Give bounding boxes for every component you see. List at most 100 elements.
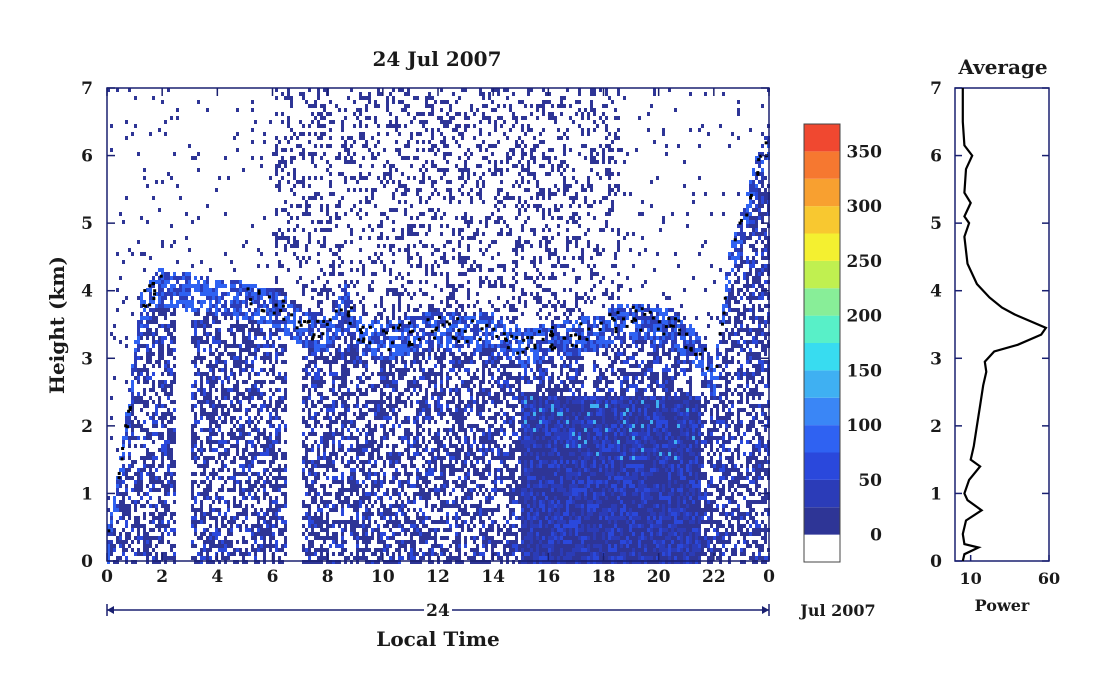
heatmap-cell (227, 544, 230, 548)
heatmap-cell (347, 368, 350, 372)
heatmap-cell (278, 180, 281, 184)
heatmap-cell (413, 376, 416, 380)
heatmap-cell (314, 152, 317, 156)
heatmap-cell (449, 388, 452, 392)
heatmap-cell (347, 372, 350, 376)
heatmap-cell (428, 552, 431, 556)
heatmap-cell (407, 176, 410, 180)
heatmap-cell (374, 388, 377, 392)
heatmap-cell (206, 336, 209, 340)
heatmap-cell (422, 400, 425, 404)
heatmap-cell (356, 536, 359, 540)
heatmap-cell (356, 116, 359, 120)
heatmap-cell (167, 304, 170, 308)
heatmap-cell (461, 136, 464, 140)
heatmap-cell (275, 412, 278, 416)
heatmap-cell (164, 308, 167, 312)
heatmap-cell (320, 176, 323, 180)
heatmap-cell (233, 548, 236, 552)
heatmap-cell (221, 488, 224, 492)
heatmap-cell (140, 428, 143, 432)
heatmap-cell (452, 344, 455, 348)
heatmap-cell (335, 544, 338, 548)
heatmap-cell (245, 488, 248, 492)
heatmap-cell (206, 460, 209, 464)
heatmap-cell (401, 284, 404, 288)
heatmap-cell (167, 432, 170, 436)
heatmap-cell (164, 276, 167, 280)
heatmap-cell (314, 196, 317, 200)
heatmap-cell (206, 320, 209, 324)
heatmap-cell (377, 236, 380, 240)
heatmap-cell (125, 504, 128, 508)
heatmap-cell (332, 388, 335, 392)
heatmap-cell (125, 532, 128, 536)
heatmap-cell (221, 468, 224, 472)
heatmap-cell (308, 448, 311, 452)
heatmap-cell (407, 420, 410, 424)
heatmap-cell (377, 484, 380, 488)
heatmap-cell (248, 340, 251, 344)
heatmap-cell (461, 172, 464, 176)
heatmap-cell (275, 328, 278, 332)
heatmap-cell (449, 332, 452, 336)
heatmap-cell (428, 348, 431, 352)
heatmap-cell (350, 176, 353, 180)
heatmap-cell (314, 384, 317, 388)
heatmap-cell (440, 508, 443, 512)
heatmap-cell (146, 412, 149, 416)
heatmap-cell (458, 200, 461, 204)
heatmap-cell (155, 516, 158, 520)
heatmap-cell (257, 500, 260, 504)
heatmap-cell (173, 372, 176, 376)
heatmap-cell (173, 380, 176, 384)
heatmap-cell (194, 516, 197, 520)
heatmap-cell (263, 444, 266, 448)
heatmap-cell (302, 456, 305, 460)
heatmap-cell (335, 496, 338, 500)
heatmap-cell (176, 260, 179, 264)
heatmap-cell (224, 376, 227, 380)
heatmap-cell (284, 344, 287, 348)
heatmap-cell (374, 120, 377, 124)
heatmap-cell (443, 308, 446, 312)
heatmap-cell (257, 412, 260, 416)
heatmap-cell (206, 552, 209, 556)
heatmap-cell (422, 556, 425, 560)
heatmap-cell (314, 500, 317, 504)
heatmap-cell (224, 348, 227, 352)
heatmap-cell (398, 124, 401, 128)
heatmap-cell (302, 292, 305, 296)
heatmap-cell (143, 468, 146, 472)
heatmap-cell (191, 432, 194, 436)
heatmap-cell (434, 552, 437, 556)
heatmap-cell (434, 400, 437, 404)
heatmap-cell (458, 312, 461, 316)
heatmap-cell (383, 400, 386, 404)
heatmap-cell (140, 336, 143, 340)
heatmap-cell (305, 400, 308, 404)
heatmap-cell (416, 352, 419, 356)
heatmap-cell (275, 236, 278, 240)
heatmap-cell (161, 420, 164, 424)
heatmap-cell (434, 284, 437, 288)
heatmap-cell (167, 524, 170, 528)
heatmap-cell (149, 456, 152, 460)
heatmap-cell (326, 144, 329, 148)
heatmap-cell (317, 380, 320, 384)
heatmap-cell (362, 464, 365, 468)
heatmap-cell (251, 440, 254, 444)
heatmap-cell (398, 304, 401, 308)
heatmap-cell (224, 516, 227, 520)
heatmap-cell (395, 148, 398, 152)
heatmap-cell (179, 196, 182, 200)
heatmap-cell (329, 164, 332, 168)
heatmap-cell (350, 160, 353, 164)
heatmap-cell (209, 556, 212, 560)
heatmap-cell (221, 396, 224, 400)
heatmap-cell (128, 404, 131, 408)
heatmap-cell (140, 252, 143, 256)
heatmap-cell (431, 332, 434, 336)
heatmap-cell (146, 376, 149, 380)
heatmap-cell (131, 524, 134, 528)
